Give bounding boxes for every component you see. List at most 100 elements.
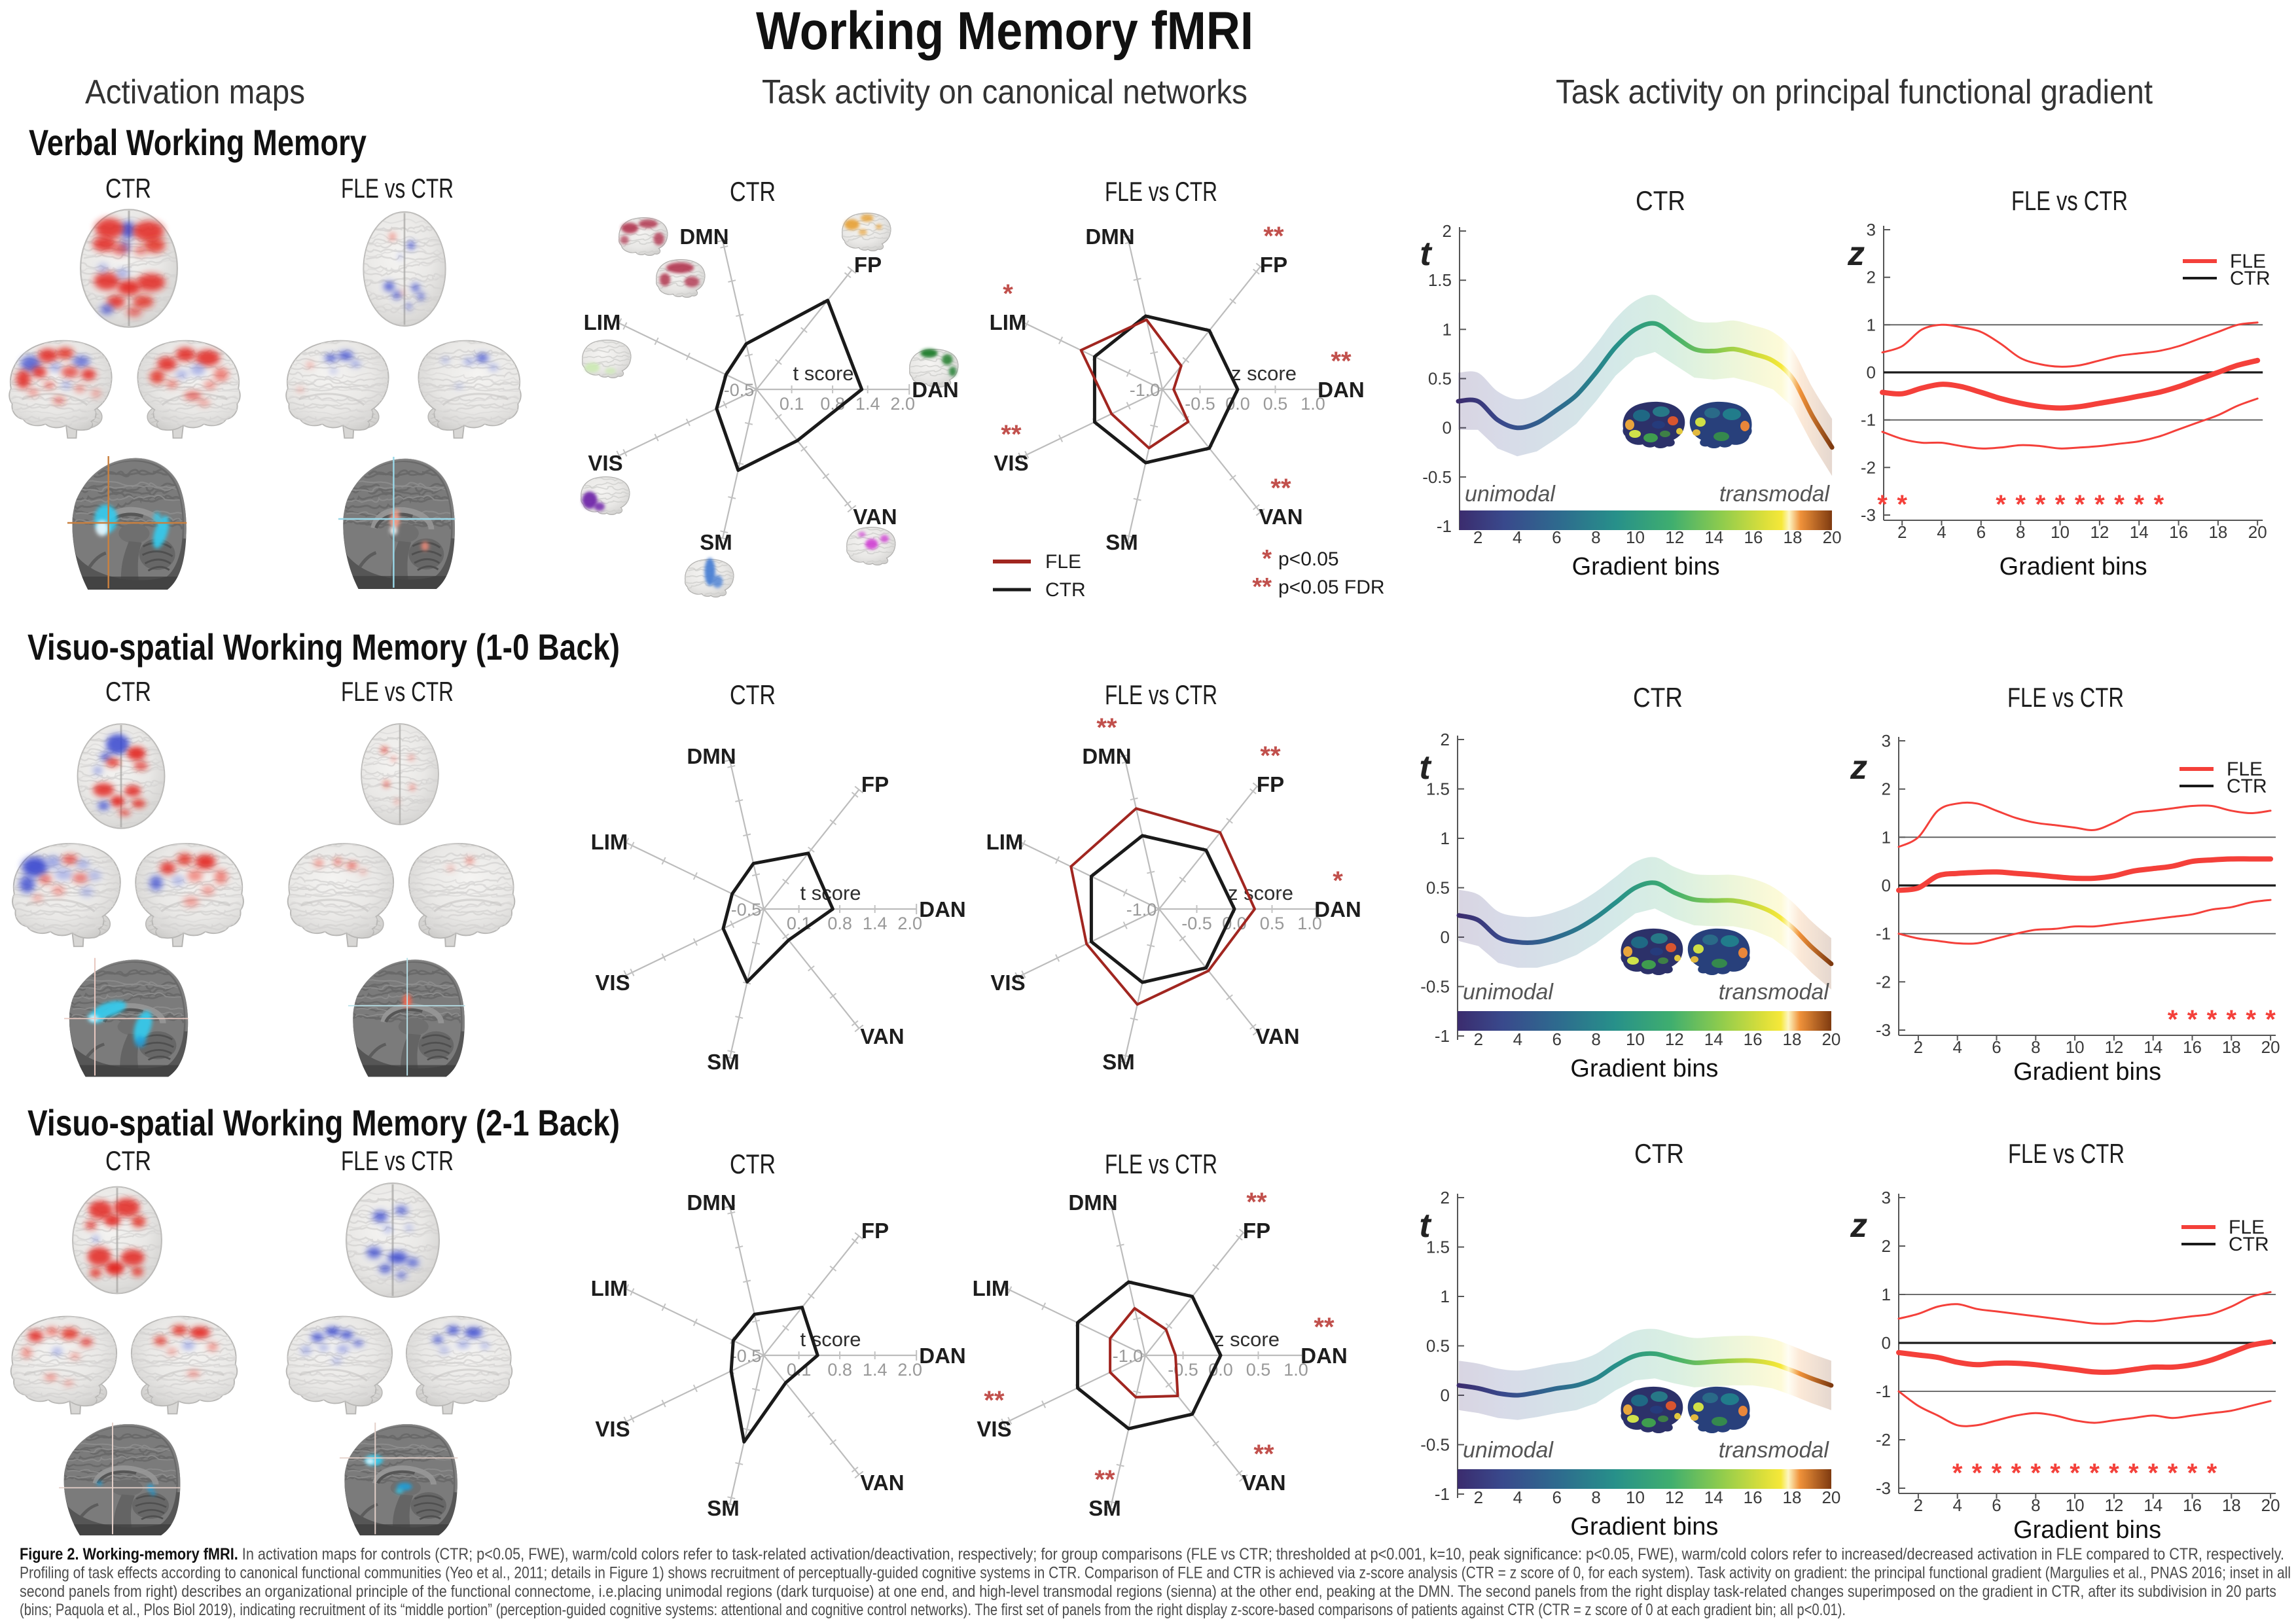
svg-text:SM: SM (1102, 1050, 1135, 1074)
svg-text:*: * (2094, 490, 2105, 519)
svg-text:16: 16 (1744, 1029, 1763, 1049)
svg-text:-1: -1 (1435, 1484, 1450, 1504)
svg-text:VIS: VIS (595, 1417, 630, 1441)
svg-text:LIM: LIM (584, 310, 621, 334)
svg-text:DMN: DMN (679, 224, 728, 249)
svg-text:1.5: 1.5 (1428, 270, 1452, 290)
svg-text:0.5: 0.5 (1428, 369, 1452, 389)
svg-text:20: 20 (2261, 1037, 2280, 1057)
svg-text:*: * (2168, 1005, 2178, 1034)
svg-text:**: ** (1331, 347, 1352, 376)
svg-text:18: 18 (2208, 522, 2227, 542)
svg-text:Gradient bins: Gradient bins (2000, 553, 2147, 580)
svg-text:*: * (2187, 1459, 2198, 1488)
svg-text:FLE vs CTR: FLE vs CTR (2007, 682, 2124, 713)
svg-text:FLE vs CTR: FLE vs CTR (1105, 679, 1217, 710)
svg-text:-2: -2 (1876, 972, 1891, 991)
svg-text:20: 20 (1821, 1029, 1840, 1049)
svg-text:FLE vs CTR: FLE vs CTR (2011, 185, 2128, 216)
svg-text:20: 20 (2261, 1495, 2280, 1515)
svg-text:16: 16 (1744, 527, 1763, 547)
svg-text:*: * (2036, 490, 2046, 519)
svg-text:-2: -2 (1861, 457, 1876, 477)
svg-text:-1.0: -1.0 (1113, 1346, 1143, 1366)
svg-text:**: ** (1263, 222, 1284, 251)
svg-text:FLE vs CTR: FLE vs CTR (341, 1145, 454, 1176)
svg-text:-0.5: -0.5 (1181, 914, 1212, 933)
svg-text:FP: FP (854, 253, 882, 277)
svg-text:FLE: FLE (2229, 1217, 2265, 1238)
svg-text:3: 3 (1867, 220, 1876, 240)
svg-text:4: 4 (1513, 1029, 1522, 1049)
svg-text:SM: SM (1088, 1496, 1121, 1520)
svg-text:*: * (2050, 1459, 2060, 1488)
svg-text:CTR: CTR (105, 676, 151, 707)
svg-text:*: * (1952, 1459, 1963, 1488)
svg-text:10: 10 (1626, 1029, 1645, 1049)
svg-text:transmodal: transmodal (1719, 980, 1830, 1005)
svg-text:LIM: LIM (986, 830, 1024, 854)
svg-text:-3: -3 (1876, 1478, 1891, 1498)
svg-text:DAN: DAN (1318, 378, 1365, 402)
svg-text:**: ** (1253, 1440, 1274, 1469)
svg-text:-2: -2 (1876, 1430, 1891, 1450)
svg-text:-0.5: -0.5 (724, 380, 755, 400)
svg-text:10: 10 (2066, 1495, 2085, 1515)
svg-text:14: 14 (1704, 1488, 1723, 1507)
svg-text:0.5: 0.5 (1263, 394, 1288, 414)
svg-text:0: 0 (1882, 876, 1891, 895)
svg-text:VAN: VAN (860, 1471, 904, 1495)
svg-text:t score: t score (793, 362, 853, 385)
svg-text:VIS: VIS (994, 451, 1028, 475)
svg-text:10: 10 (1626, 1488, 1645, 1507)
svg-text:*: * (1262, 545, 1272, 573)
svg-text:*: * (2089, 1459, 2100, 1488)
svg-text:0.5: 0.5 (1260, 914, 1285, 933)
svg-text:1.0: 1.0 (1283, 1360, 1308, 1380)
svg-text:DAN: DAN (1300, 1344, 1348, 1368)
svg-text:FP: FP (1243, 1219, 1270, 1243)
svg-text:z score: z score (1231, 362, 1297, 385)
svg-text:transmodal: transmodal (1719, 482, 1831, 507)
svg-text:*: * (2070, 1459, 2080, 1488)
svg-text:12: 12 (2090, 522, 2109, 542)
svg-text:-0.5: -0.5 (731, 1346, 762, 1366)
svg-text:16: 16 (2183, 1037, 2202, 1057)
svg-text:DMN: DMN (687, 1190, 736, 1215)
svg-text:VIS: VIS (595, 971, 630, 995)
svg-text:(bins; Paquola et al., Plos Bi: (bins; Paquola et al., Plos Biol 2019), … (20, 1601, 1846, 1619)
svg-text:4: 4 (1513, 527, 1522, 547)
svg-text:2: 2 (1882, 779, 1891, 799)
svg-text:2: 2 (1914, 1037, 1923, 1057)
svg-text:Working Memory fMRI: Working Memory fMRI (756, 1, 1253, 61)
svg-text:*: * (2075, 490, 2085, 519)
svg-text:z: z (1850, 749, 1867, 787)
svg-text:CTR: CTR (730, 176, 776, 207)
svg-text:Task activity on canonical net: Task activity on canonical networks (762, 73, 1247, 111)
svg-text:CTR: CTR (105, 1145, 151, 1176)
svg-text:SM: SM (1105, 530, 1138, 554)
svg-text:Gradient bins: Gradient bins (1570, 1513, 1718, 1541)
svg-text:8: 8 (2031, 1037, 2040, 1057)
svg-text:Gradient bins: Gradient bins (2013, 1516, 2161, 1544)
svg-text:*: * (2015, 490, 2026, 519)
svg-text:10: 10 (2051, 522, 2070, 542)
svg-text:8: 8 (2016, 522, 2025, 542)
svg-text:DMN: DMN (1068, 1190, 1117, 1215)
svg-text:CTR: CTR (105, 173, 151, 204)
svg-text:LIM: LIM (973, 1276, 1010, 1300)
svg-text:Task activity on principal fun: Task activity on principal functional gr… (1556, 73, 2153, 111)
svg-text:t: t (1419, 1207, 1432, 1245)
svg-text:-0.5: -0.5 (1168, 1360, 1198, 1380)
svg-text:1.5: 1.5 (1426, 1238, 1450, 1257)
svg-text:*: * (2187, 1005, 2198, 1034)
svg-text:Profiling of task effects acco: Profiling of task effects according to c… (20, 1563, 2291, 1582)
svg-text:z score: z score (1214, 1328, 1280, 1351)
svg-text:-3: -3 (1861, 505, 1876, 525)
svg-text:*: * (2207, 1005, 2217, 1034)
svg-text:*: * (1877, 490, 1888, 519)
svg-text:*: * (1992, 1459, 2002, 1488)
svg-text:**: ** (1252, 573, 1272, 601)
svg-text:CTR: CTR (730, 679, 776, 710)
svg-text:FP: FP (861, 1219, 889, 1243)
